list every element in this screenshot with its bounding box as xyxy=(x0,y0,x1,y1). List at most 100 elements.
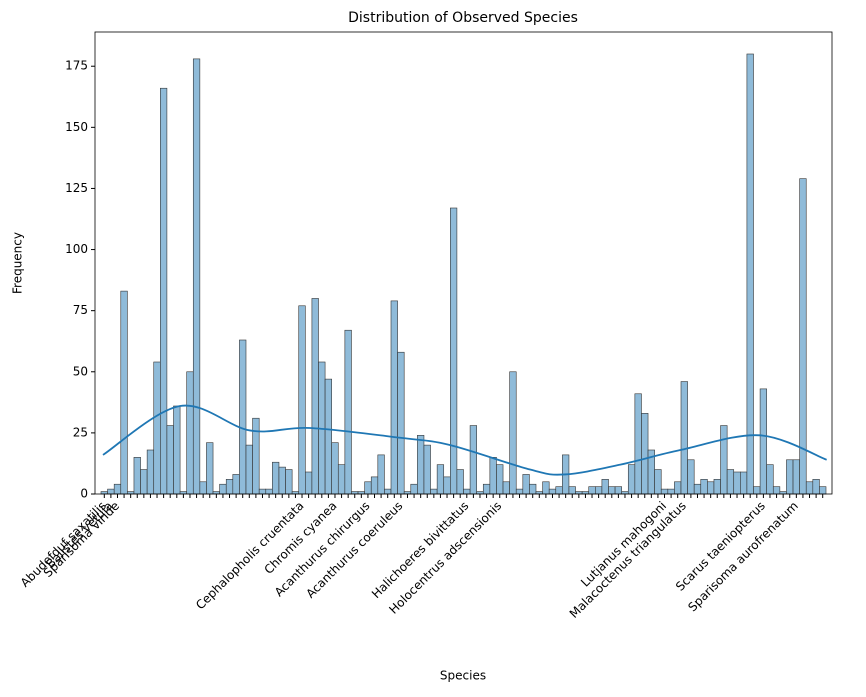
bar xyxy=(759,388,767,495)
bar xyxy=(364,481,372,495)
bar xyxy=(370,476,379,495)
bar xyxy=(542,481,550,495)
y-tick-label: 175 xyxy=(65,59,88,73)
bar xyxy=(160,87,168,495)
bar xyxy=(417,435,425,495)
bar xyxy=(608,486,616,495)
bar xyxy=(140,469,148,495)
bar xyxy=(509,371,517,495)
y-tick-label: 25 xyxy=(73,425,88,439)
bar xyxy=(568,486,576,495)
bar xyxy=(232,474,240,495)
chart-title: Distribution of Observed Species xyxy=(348,10,578,26)
bar xyxy=(548,488,557,495)
bar xyxy=(324,378,332,495)
y-tick-label: 100 xyxy=(65,242,88,256)
y-tick-label: 75 xyxy=(73,303,88,317)
bar xyxy=(390,300,398,495)
plot-frame xyxy=(94,31,833,495)
bar xyxy=(252,417,260,495)
bar xyxy=(305,471,313,495)
bar xyxy=(733,471,741,495)
x-axis-label: Species xyxy=(440,669,486,683)
bar xyxy=(819,486,827,495)
y-tick-label: 150 xyxy=(65,120,88,134)
y-tick-label: 50 xyxy=(73,364,88,378)
bar xyxy=(529,483,537,495)
bar xyxy=(674,481,682,495)
bar xyxy=(225,479,234,495)
bar xyxy=(746,53,754,495)
bar xyxy=(153,361,161,495)
bar xyxy=(707,481,715,495)
bar xyxy=(186,371,194,495)
bar xyxy=(206,442,214,495)
bar xyxy=(614,486,622,495)
bar xyxy=(502,481,510,495)
bar xyxy=(515,488,524,495)
bar xyxy=(331,442,339,495)
bar xyxy=(173,405,181,495)
bar xyxy=(713,479,721,495)
bar xyxy=(496,464,504,495)
bar xyxy=(258,488,267,495)
bar xyxy=(667,488,675,495)
bar xyxy=(377,454,385,495)
bar xyxy=(430,488,438,495)
bar xyxy=(627,464,636,495)
bar xyxy=(245,444,253,495)
bar xyxy=(311,298,319,495)
bar xyxy=(726,469,735,495)
bar xyxy=(423,444,431,495)
bar xyxy=(792,459,800,495)
bar xyxy=(239,339,247,495)
bar xyxy=(384,488,392,495)
bar xyxy=(344,329,352,495)
kde-line xyxy=(102,404,827,476)
bar xyxy=(219,483,227,495)
bar xyxy=(410,483,418,495)
bar xyxy=(482,483,491,495)
bar xyxy=(450,207,458,495)
y-axis-label: Frequency xyxy=(11,232,25,294)
bar xyxy=(555,486,563,495)
bar xyxy=(113,483,122,495)
bar xyxy=(720,425,728,495)
bar xyxy=(397,351,405,495)
bar xyxy=(601,479,609,495)
bar xyxy=(278,466,286,495)
bar xyxy=(469,425,477,495)
bar xyxy=(199,481,207,495)
bar xyxy=(700,479,708,495)
bar xyxy=(634,393,642,495)
bar xyxy=(799,178,807,495)
bar xyxy=(660,488,669,495)
bar xyxy=(687,459,695,495)
bar xyxy=(489,457,497,495)
bar xyxy=(443,476,451,495)
bar xyxy=(456,469,464,495)
bar xyxy=(805,481,814,495)
bar xyxy=(166,425,174,495)
bar xyxy=(107,488,115,495)
bar xyxy=(766,464,774,495)
bar xyxy=(265,488,273,495)
bar xyxy=(680,381,688,495)
bar xyxy=(588,486,596,495)
bar xyxy=(463,488,471,495)
bar xyxy=(337,464,346,495)
bar xyxy=(133,457,141,495)
bar xyxy=(192,58,201,495)
bar xyxy=(436,464,445,495)
bar xyxy=(693,483,702,495)
bar xyxy=(522,474,530,495)
y-tick-label: 0 xyxy=(80,487,88,501)
bar xyxy=(812,479,820,495)
bar xyxy=(641,413,649,495)
y-tick-label: 125 xyxy=(65,181,88,195)
bar xyxy=(272,461,280,495)
bar xyxy=(120,290,128,495)
bar xyxy=(298,305,306,495)
